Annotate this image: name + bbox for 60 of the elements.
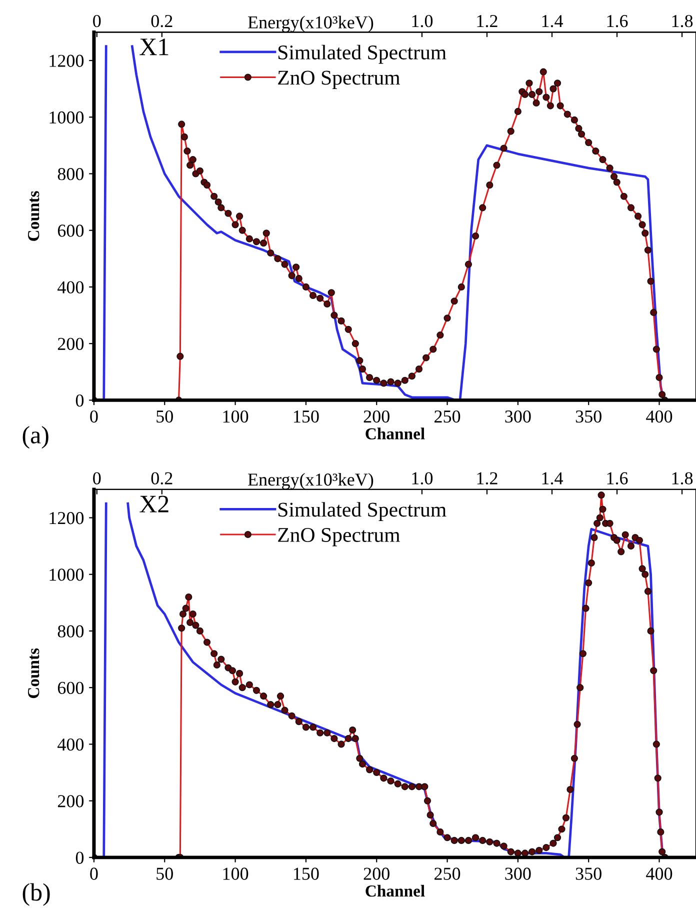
legend-label: ZnO Spectrum	[278, 70, 400, 89]
x-tick-label: 100	[223, 410, 248, 423]
x-axis-title: Channel	[366, 428, 425, 440]
y-tick-label: 400	[58, 281, 84, 294]
x-tick-label: 400	[646, 868, 672, 880]
x2-tick-label: 0	[93, 14, 101, 28]
x2-tick-label: 1.2	[477, 472, 498, 484]
annotation: X1	[140, 38, 168, 56]
x-tick-label: 400	[646, 410, 672, 423]
y-tick-label: 1000	[50, 111, 84, 124]
x-tick-label: 200	[364, 410, 390, 423]
y-tick-label: 0	[76, 852, 84, 864]
x2-tick-label: 0.2	[151, 472, 172, 484]
text: (b)	[22, 883, 50, 906]
y-tick-label: 1200	[50, 512, 84, 524]
x-tick-label: 0	[90, 410, 98, 423]
x2-tick-label: 0	[93, 472, 101, 484]
legend-label: Simulated Spectrum	[278, 502, 446, 521]
x-tick-label: 300	[505, 868, 531, 880]
x-tick-label: 100	[223, 868, 248, 880]
x2-tick-label: 1.2	[477, 15, 498, 28]
annotation: X2	[140, 496, 168, 512]
legend-label: ZnO Spectrum	[278, 528, 400, 546]
x-tick-label: 300	[505, 410, 531, 423]
x2-tick-label: 0.2	[151, 14, 172, 28]
x2-tick-label: 1.4	[542, 15, 563, 28]
x-tick-label: 150	[294, 868, 319, 880]
y-axis-title: Counts	[28, 648, 40, 698]
y-tick-label: 400	[58, 738, 84, 751]
x-tick-label: 50	[156, 868, 173, 880]
x-tick-label: 0	[90, 868, 98, 880]
y-tick-label: 800	[58, 625, 84, 638]
x-tick-label: 50	[156, 410, 173, 423]
text: (a)	[22, 426, 48, 449]
x-tick-label: 250	[434, 410, 460, 423]
x-tick-label: 350	[576, 410, 602, 423]
x-axis-title: Channel	[366, 884, 425, 897]
y-axis-title: Counts	[28, 191, 40, 241]
x2-tick-label: 1.8	[672, 472, 693, 484]
legend-label: Simulated Spectrum	[278, 44, 446, 64]
x-tick-label: 200	[364, 868, 390, 880]
x-tick-label: 250	[434, 868, 460, 880]
y-tick-label: 200	[58, 795, 84, 808]
x2-tick-label: 1.0	[412, 14, 433, 28]
y-tick-label: 1000	[50, 568, 84, 581]
x2-tick-label: 1.6	[607, 15, 628, 28]
x-tick-label: 150	[294, 410, 319, 423]
y-tick-label: 1200	[50, 54, 84, 67]
x2-tick-label: 1.6	[607, 472, 628, 484]
x-tick-label: 350	[576, 868, 602, 880]
y-tick-label: 0	[76, 394, 84, 407]
y-tick-label: 200	[58, 338, 84, 350]
x2-axis-title: Energy(x10³keV)	[248, 473, 374, 490]
x2-tick-label: 1.4	[542, 472, 563, 484]
y-tick-label: 800	[58, 168, 84, 180]
x2-tick-label: 1.0	[412, 472, 433, 484]
y-tick-label: 600	[58, 682, 84, 694]
x2-tick-label: 1.8	[672, 14, 693, 28]
y-tick-label: 600	[58, 224, 84, 237]
x2-axis-title: Energy(x10³keV)	[248, 16, 374, 32]
